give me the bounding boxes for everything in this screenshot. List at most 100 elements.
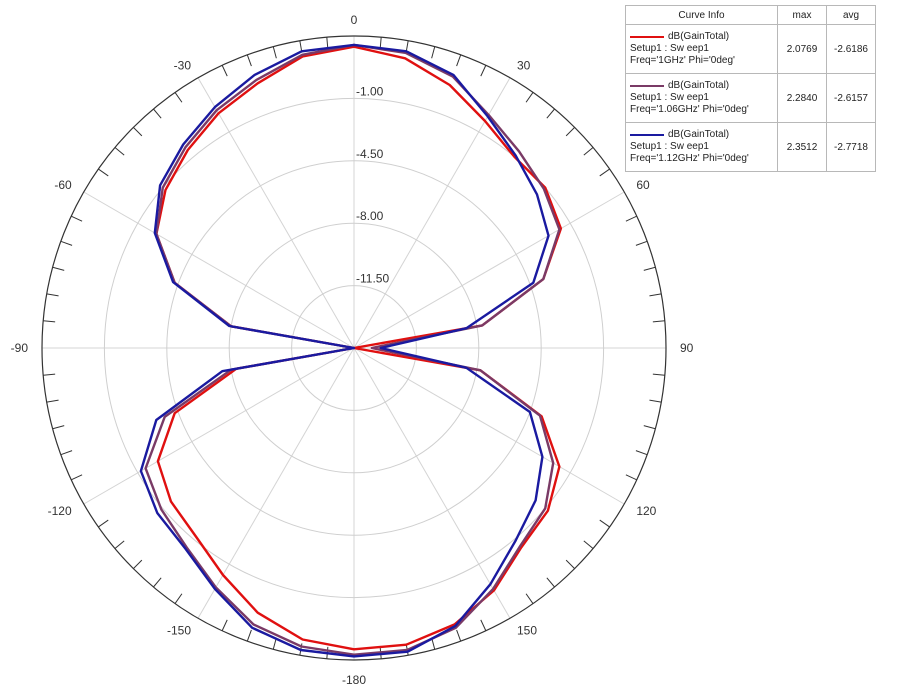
- outer-tick: [583, 540, 594, 549]
- legend-curve-info: dB(GainTotal) Setup1 : Sw eep1 Freq='1.0…: [625, 73, 778, 123]
- legend-max-value: 2.2840: [777, 73, 827, 123]
- grid-spoke: [197, 77, 355, 349]
- radial-tick-label: -1.00: [356, 84, 384, 98]
- angle-tick-label: 120: [636, 504, 656, 518]
- legend-curve-name: dB(GainTotal): [668, 31, 730, 42]
- outer-tick: [546, 577, 555, 588]
- legend-swatch: [630, 85, 664, 87]
- outer-tick: [599, 519, 610, 528]
- outer-tick: [43, 373, 56, 376]
- outer-tick: [431, 46, 436, 59]
- radial-tick-label: -8.00: [356, 209, 384, 223]
- angle-tick-label: 0: [351, 13, 358, 27]
- legend-header-max: max: [777, 5, 827, 25]
- outer-tick: [221, 65, 228, 77]
- outer-tick: [71, 215, 83, 222]
- outer-tick: [46, 293, 59, 297]
- angle-tick-label: -150: [167, 623, 191, 637]
- outer-ring: [41, 35, 667, 661]
- legend-max-value: 2.3512: [777, 122, 827, 172]
- legend-curve-name: dB(GainTotal): [668, 80, 730, 91]
- angle-tick-label: 90: [680, 341, 694, 355]
- outer-tick: [52, 425, 65, 430]
- outer-tick: [652, 320, 665, 323]
- legend-avg-value: -2.7718: [826, 122, 876, 172]
- legend-row: dB(GainTotal) Setup1 : Sw eep1 Freq='1GH…: [625, 24, 876, 74]
- grid-spoke: [353, 77, 511, 349]
- legend-header-avg: avg: [826, 5, 876, 25]
- outer-tick: [46, 399, 59, 403]
- outer-tick: [43, 320, 56, 323]
- legend-curve-name: dB(GainTotal): [668, 129, 730, 140]
- outer-tick: [60, 240, 73, 246]
- angle-tick-label: 150: [517, 623, 537, 637]
- outer-tick: [98, 168, 109, 177]
- outer-tick: [599, 168, 610, 177]
- outer-tick: [456, 54, 462, 67]
- outer-tick: [625, 474, 637, 481]
- grid-ring: [228, 222, 480, 474]
- outer-tick: [52, 266, 65, 271]
- outer-tick: [649, 399, 662, 403]
- legend-curve-info: dB(GainTotal) Setup1 : Sw eep1 Freq='1.1…: [625, 122, 778, 172]
- outer-tick: [133, 559, 143, 569]
- grid-spoke: [83, 347, 355, 505]
- grid-ring: [166, 160, 542, 536]
- legend-curve-info: dB(GainTotal) Setup1 : Sw eep1 Freq='1GH…: [625, 24, 778, 74]
- angle-tick-label: -30: [174, 59, 192, 73]
- outer-tick: [246, 629, 252, 642]
- polar-grid: [41, 35, 667, 661]
- legend-row: dB(GainTotal) Setup1 : Sw eep1 Freq='1.0…: [625, 73, 876, 123]
- legend-freq: Freq='1GHz' Phi='0deg': [630, 55, 735, 66]
- legend-avg-value: -2.6157: [826, 73, 876, 123]
- outer-tick: [649, 293, 662, 297]
- outer-tick: [565, 127, 575, 137]
- legend-header-curve-info: Curve Info: [625, 5, 778, 25]
- angle-tick-label: 60: [636, 178, 650, 192]
- radial-tick-label: -4.50: [356, 147, 384, 161]
- grid-spoke: [197, 347, 355, 619]
- outer-tick: [635, 240, 648, 246]
- radial-tick-label: -11.50: [356, 272, 389, 286]
- outer-tick: [480, 619, 487, 631]
- outer-tick: [60, 450, 73, 456]
- legend-avg-value: -2.6186: [826, 24, 876, 74]
- grid-spoke: [353, 191, 625, 349]
- outer-tick: [456, 629, 462, 642]
- angle-tick-label: -120: [48, 504, 72, 518]
- legend-freq: Freq='1.06GHz' Phi='0deg': [630, 104, 749, 115]
- polar-series: [139, 43, 563, 658]
- outer-tick: [525, 593, 534, 604]
- legend-header-row: Curve Info max avg: [625, 5, 876, 25]
- legend-setup: Setup1 : Sw eep1: [630, 43, 709, 54]
- outer-tick: [98, 519, 109, 528]
- outer-tick: [565, 559, 575, 569]
- outer-tick: [153, 577, 162, 588]
- series-line-2: [139, 43, 550, 658]
- angle-tick-label: -90: [11, 341, 29, 355]
- outer-tick: [625, 215, 637, 222]
- outer-tick: [133, 127, 143, 137]
- outer-tick: [480, 65, 487, 77]
- outer-tick: [635, 450, 648, 456]
- outer-tick: [643, 266, 656, 271]
- outer-tick: [272, 46, 277, 59]
- grid-ring: [103, 97, 605, 599]
- grid-ring: [291, 285, 417, 411]
- outer-tick: [114, 540, 125, 549]
- outer-tick: [546, 108, 555, 119]
- angle-tick-label: 30: [517, 59, 531, 73]
- outer-tick: [71, 474, 83, 481]
- legend-row: dB(GainTotal) Setup1 : Sw eep1 Freq='1.1…: [625, 122, 876, 172]
- legend-swatch: [630, 36, 664, 38]
- outer-tick: [174, 593, 183, 604]
- curve-info-legend: Curve Info max avg dB(GainTotal) Setup1 …: [625, 5, 876, 172]
- outer-tick: [643, 425, 656, 430]
- polar-labels: -11.50 -8.00 -4.50 -1.00 0 30 60 90 120 150 -180 -1…: [11, 13, 694, 684]
- legend-freq: Freq='1.12GHz' Phi='0deg': [630, 153, 749, 164]
- legend-setup: Setup1 : Sw eep1: [630, 141, 709, 152]
- grid-spoke: [353, 347, 511, 619]
- outer-tick: [174, 92, 183, 103]
- outer-tick: [583, 147, 594, 156]
